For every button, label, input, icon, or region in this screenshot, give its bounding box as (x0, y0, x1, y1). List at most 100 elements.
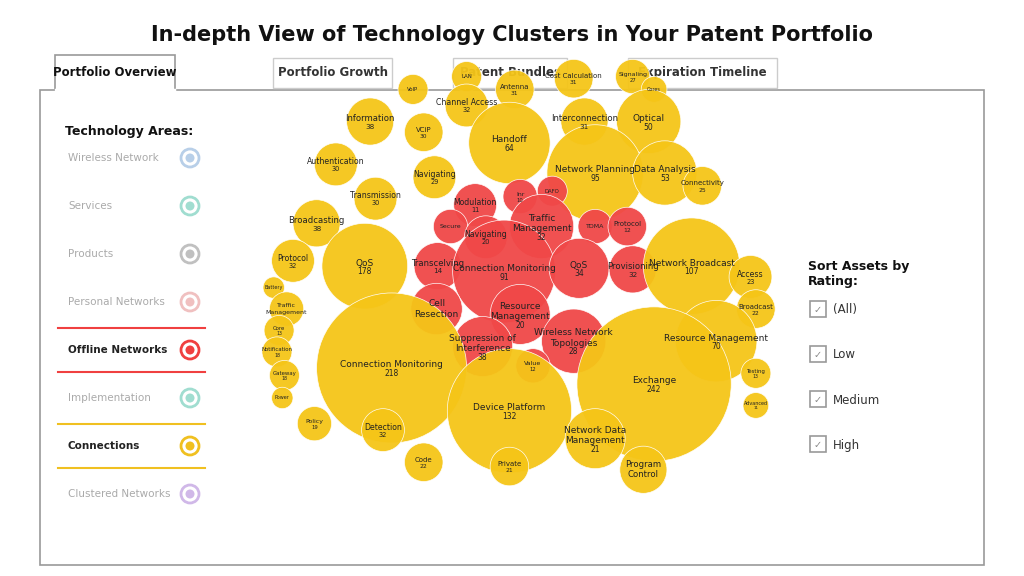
Text: 31: 31 (511, 91, 518, 96)
Circle shape (609, 246, 656, 293)
Circle shape (490, 447, 528, 486)
Text: Management: Management (266, 310, 307, 315)
Text: Detection: Detection (365, 423, 402, 432)
Text: 29: 29 (430, 179, 438, 185)
Text: Connection Monitoring: Connection Monitoring (340, 361, 443, 369)
Circle shape (411, 283, 462, 335)
Circle shape (490, 285, 550, 344)
Text: Traffic: Traffic (528, 214, 555, 223)
Text: 107: 107 (684, 267, 698, 276)
Circle shape (271, 387, 293, 408)
Circle shape (453, 220, 555, 323)
Text: Policy: Policy (305, 419, 324, 424)
Circle shape (452, 62, 481, 92)
Bar (273, 58, 392, 88)
Circle shape (185, 490, 195, 498)
Text: TDMA: TDMA (586, 224, 604, 229)
Text: 31: 31 (570, 81, 578, 85)
Circle shape (413, 156, 456, 199)
Text: 14: 14 (433, 268, 442, 274)
Circle shape (433, 210, 468, 244)
Circle shape (578, 210, 612, 244)
Text: Advanced: Advanced (743, 401, 768, 406)
Text: Exchange: Exchange (632, 376, 676, 385)
Text: Protocol: Protocol (613, 221, 641, 227)
Text: Wireless Network: Wireless Network (535, 328, 613, 338)
Text: Access: Access (737, 270, 764, 279)
Bar (810, 301, 826, 317)
Text: Resource: Resource (500, 301, 541, 310)
Text: Network Broadcast: Network Broadcast (648, 259, 734, 267)
Text: ✓: ✓ (814, 305, 822, 315)
Text: 11: 11 (754, 407, 759, 411)
Text: 12: 12 (529, 367, 537, 372)
Circle shape (608, 207, 646, 246)
Text: Resource Management: Resource Management (665, 334, 768, 343)
Text: Connection Monitoring: Connection Monitoring (453, 264, 556, 273)
Circle shape (616, 89, 681, 154)
Text: 18: 18 (274, 353, 280, 358)
Text: ✓: ✓ (814, 395, 822, 405)
Circle shape (743, 393, 769, 418)
Circle shape (263, 277, 285, 298)
Circle shape (404, 113, 443, 151)
Text: 10: 10 (517, 198, 523, 203)
Circle shape (620, 446, 667, 493)
Circle shape (496, 70, 535, 109)
Text: Optical: Optical (633, 114, 665, 123)
Circle shape (641, 77, 667, 103)
Text: 30: 30 (332, 166, 340, 172)
Text: 34: 34 (574, 270, 584, 278)
Text: Secure: Secure (439, 224, 462, 229)
Bar (810, 391, 826, 407)
Circle shape (264, 316, 294, 346)
Text: 22: 22 (420, 464, 428, 469)
Circle shape (314, 143, 357, 186)
Text: 38: 38 (366, 124, 375, 130)
Circle shape (185, 297, 195, 306)
Text: 21: 21 (591, 445, 600, 454)
Text: 31: 31 (580, 124, 589, 130)
Circle shape (361, 408, 404, 452)
Text: Transmission: Transmission (350, 191, 401, 200)
Text: 53: 53 (659, 174, 670, 183)
Text: 32: 32 (289, 263, 297, 268)
Text: 38: 38 (478, 353, 487, 362)
Text: 12: 12 (624, 228, 631, 233)
Circle shape (554, 59, 593, 98)
Text: Patent Bundles: Patent Bundles (460, 66, 560, 79)
Text: Suppression of: Suppression of (450, 334, 516, 343)
Text: Device Platform: Device Platform (473, 403, 546, 412)
Text: 25: 25 (698, 188, 707, 192)
Text: Channel Access: Channel Access (436, 98, 498, 107)
Text: Control: Control (628, 470, 658, 479)
Text: 11: 11 (471, 207, 479, 213)
Bar (810, 436, 826, 452)
Circle shape (729, 255, 772, 298)
Circle shape (271, 240, 314, 282)
Circle shape (297, 407, 332, 441)
Text: Connectivity: Connectivity (680, 180, 724, 187)
Text: VoIP: VoIP (408, 87, 419, 92)
Bar (55, 55, 175, 90)
Circle shape (561, 98, 608, 145)
Circle shape (615, 59, 650, 94)
Circle shape (454, 184, 497, 226)
Circle shape (683, 166, 722, 205)
Text: Data Analysis: Data Analysis (634, 165, 695, 175)
Text: Private: Private (498, 461, 521, 467)
Circle shape (445, 84, 488, 127)
Text: VCiP: VCiP (416, 127, 431, 133)
Circle shape (577, 307, 731, 461)
Text: 95: 95 (590, 174, 600, 183)
Circle shape (736, 290, 775, 328)
Circle shape (293, 200, 340, 247)
Text: Transcelving: Transcelving (411, 259, 464, 268)
Text: Authentication: Authentication (307, 157, 365, 166)
Circle shape (316, 293, 467, 443)
Circle shape (404, 443, 443, 482)
Text: Modulation: Modulation (454, 198, 497, 207)
Text: Sort Assets by
Rating:: Sort Assets by Rating: (808, 260, 909, 288)
Text: Navigating: Navigating (413, 170, 456, 179)
Circle shape (185, 153, 195, 162)
